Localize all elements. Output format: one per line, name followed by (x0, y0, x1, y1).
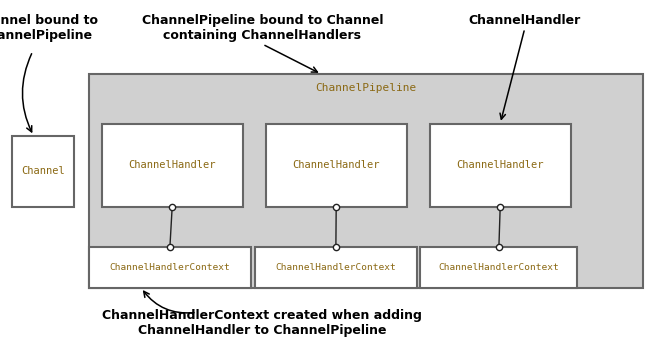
FancyBboxPatch shape (12, 136, 74, 207)
Text: ChannelPipeline bound to Channel
containing ChannelHandlers: ChannelPipeline bound to Channel contain… (142, 14, 383, 42)
Text: Channel: Channel (21, 166, 65, 176)
Text: ChannelHandlerContext created when adding
ChannelHandler to ChannelPipeline: ChannelHandlerContext created when addin… (102, 309, 422, 337)
FancyBboxPatch shape (255, 247, 417, 288)
FancyBboxPatch shape (89, 247, 251, 288)
Text: ChannelHandlerContext: ChannelHandlerContext (438, 263, 560, 272)
FancyBboxPatch shape (430, 124, 571, 207)
Text: Channel bound to
ChannelPipeline: Channel bound to ChannelPipeline (0, 14, 98, 42)
FancyBboxPatch shape (266, 124, 407, 207)
Text: ChannelHandler: ChannelHandler (457, 160, 544, 170)
Text: ChannelHandlerContext: ChannelHandlerContext (110, 263, 230, 272)
FancyBboxPatch shape (420, 247, 577, 288)
Text: ChannelPipeline: ChannelPipeline (315, 83, 417, 93)
Text: ChannelHandler: ChannelHandler (468, 14, 581, 27)
Text: ChannelHandler: ChannelHandler (129, 160, 216, 170)
FancyBboxPatch shape (102, 124, 243, 207)
Text: ChannelHandlerContext: ChannelHandlerContext (276, 263, 396, 272)
Text: ChannelHandler: ChannelHandler (293, 160, 380, 170)
FancyBboxPatch shape (89, 74, 643, 288)
